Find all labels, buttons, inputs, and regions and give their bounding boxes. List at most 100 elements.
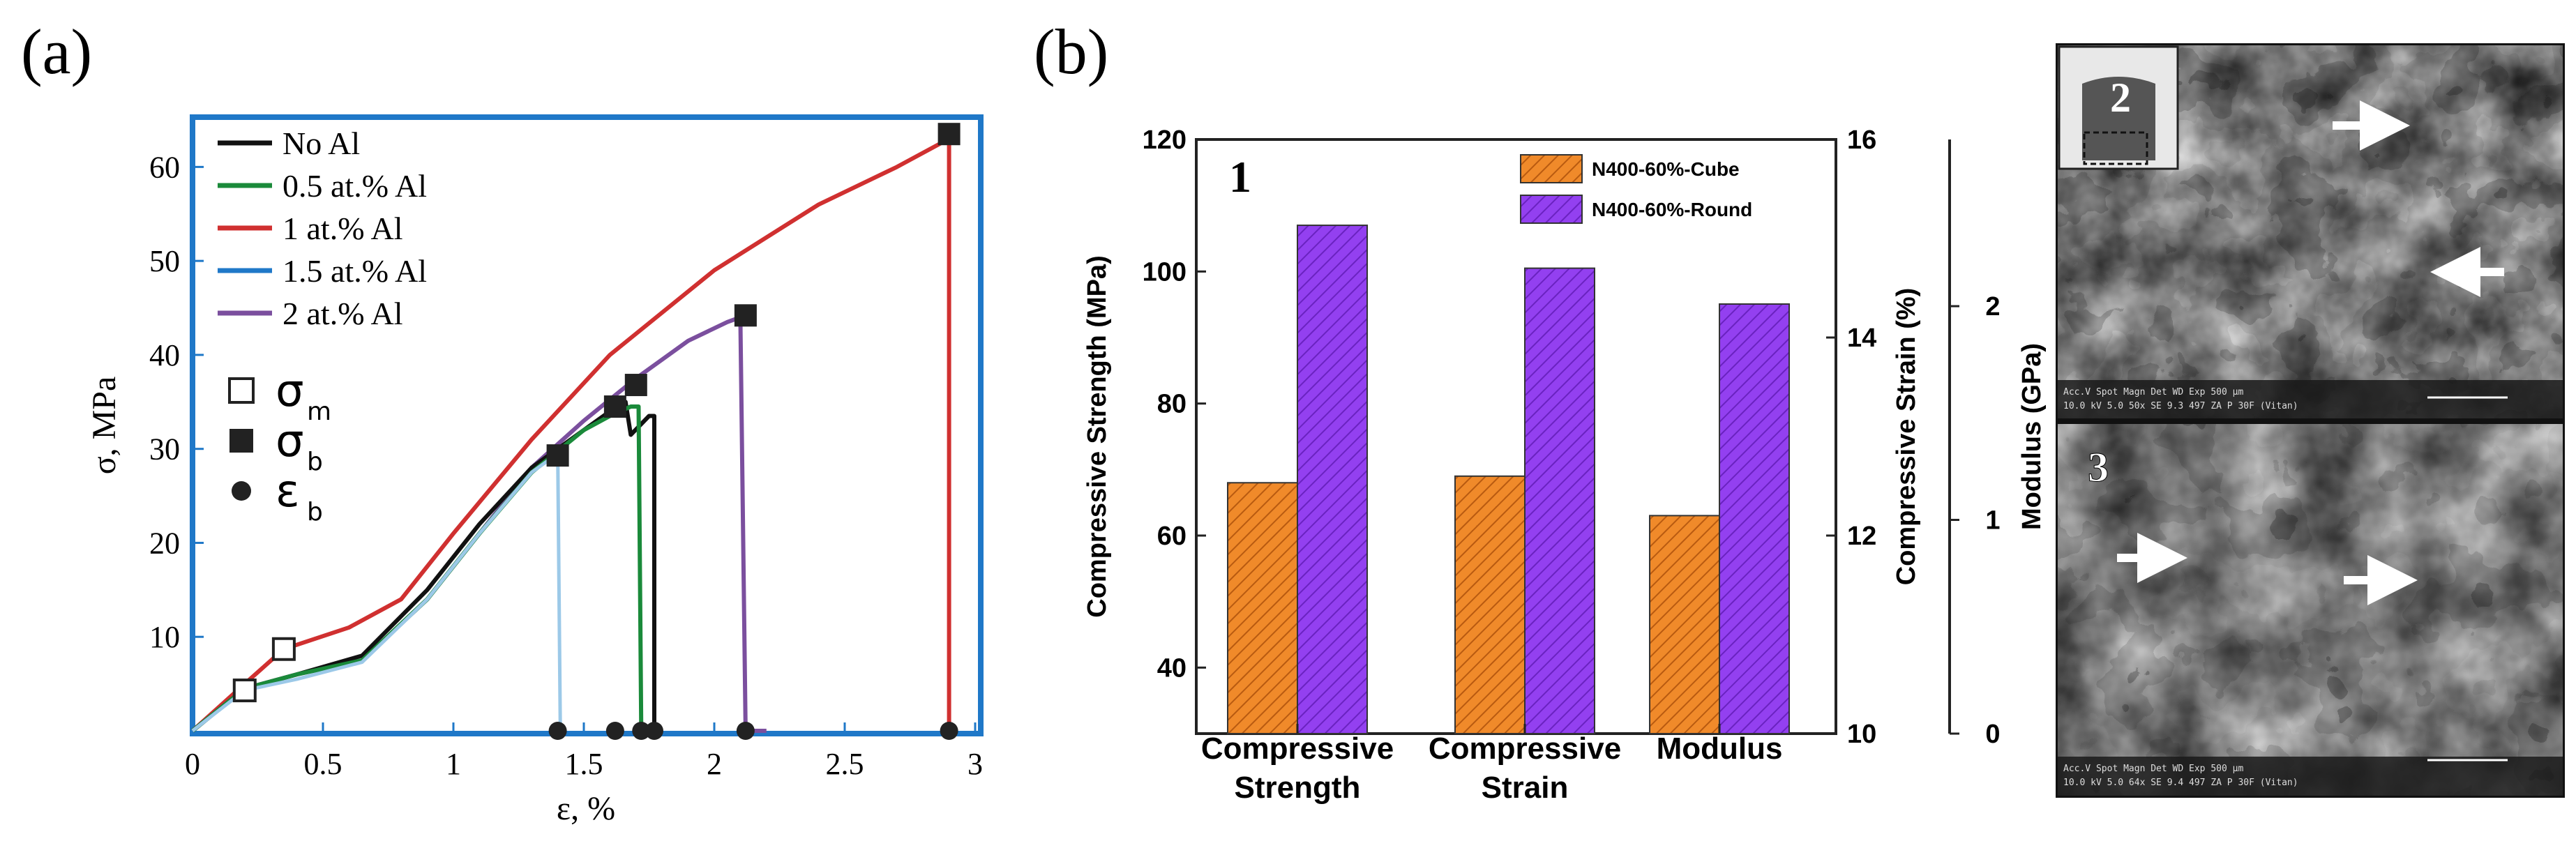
marker-sigma-m [232, 679, 257, 703]
x-tick-label: 0 [185, 747, 200, 781]
x-tick-label: 1 [446, 747, 461, 781]
inset-region-box [2083, 131, 2148, 165]
marker-epsilon-b [605, 722, 624, 740]
x-axis-label: ε, % [557, 790, 615, 827]
bar-cube-compressive-strength [1227, 482, 1298, 734]
legend-swatch [1520, 195, 1583, 224]
bar-round-compressive-strain [1524, 267, 1595, 735]
legend-marker-symbol: σ [276, 416, 304, 467]
y-tick-label: 50 [149, 244, 180, 278]
category-label: Compressive [1429, 732, 1621, 766]
legend-label: 1 at.% Al [283, 211, 402, 246]
mid-y-axis-label: Compressive Strain (%) [1892, 288, 1921, 586]
left-y-tick-label: 120 [1143, 126, 1187, 155]
micrograph-3-info2: 10.0 kV 5.0 64x SE 9.4 497 ZA P 30F (Vit… [2063, 778, 2298, 788]
right-y-axis-label: Modulus (GPa) [2017, 343, 2047, 530]
category-label: Modulus [1657, 732, 1783, 766]
category-label: Compressive [1201, 732, 1394, 766]
x-tick-label: 0.5 [304, 747, 342, 781]
legend-marker-subscript: b [307, 498, 323, 526]
category-labels: Compressive Strength Compressive Strain Modu… [1201, 732, 1783, 805]
micrograph-2-label: 2 [2110, 75, 2131, 121]
data-markers [232, 123, 961, 740]
legend-marker-subscript: m [307, 397, 331, 426]
mid-y-tick-label: 10 [1847, 720, 1876, 749]
marker-sigma-b [937, 123, 961, 146]
legend-marker-open-square [228, 377, 255, 404]
series-line-no-al [191, 400, 656, 733]
x-axis-ticks: 0 0.5 1 1.5 2 2.5 3 [185, 722, 983, 781]
marker-epsilon-b [940, 722, 958, 740]
legend-marker-symbol: σ [276, 365, 304, 417]
x-tick-label: 1.5 [565, 747, 603, 781]
category-label: Strain [1482, 771, 1569, 805]
plot-frame [190, 114, 984, 736]
marker-sigma-b [734, 304, 757, 327]
bar-legend: N400-60%-Cube N400-60%-Round [1520, 154, 1752, 224]
right-y-tick-label: 0 [1985, 720, 2000, 749]
micrograph-3-image [2058, 424, 2563, 796]
micrograph-3-infobar [2058, 757, 2563, 796]
legend-label: N400-60%-Round [1592, 199, 1752, 220]
marker-legend: σ mσ bε b [228, 365, 331, 526]
mid-y-tick-label: 12 [1847, 522, 1876, 551]
legend: No Al 0.5 at.% Al 1 at.% Al 1.5 at.% Al 2 at… [218, 126, 427, 331]
left-y-tick-label: 40 [1157, 653, 1187, 683]
bar-round-compressive-strength [1297, 225, 1368, 735]
legend-label: 0.5 at.% Al [283, 168, 427, 204]
inset-sample [2082, 77, 2155, 160]
marker-sigma-b [603, 395, 626, 418]
panel-label-a: (a) [21, 16, 92, 87]
left-y-tick-label: 60 [1157, 522, 1187, 551]
legend-label: No Al [283, 126, 360, 161]
y-tick-label: 30 [149, 432, 180, 467]
panel-label-b: (b) [1034, 16, 1108, 87]
marker-epsilon-b [548, 722, 567, 740]
mid-y-tick-label: 14 [1847, 324, 1876, 353]
mid-y-tick-label: 16 [1847, 126, 1876, 155]
y-tick-label: 20 [149, 526, 180, 560]
legend-label: 2 at.% Al [283, 296, 402, 331]
micrograph-2-info2: 10.0 kV 5.0 50x SE 9.3 497 ZA P 30F (Vit… [2063, 401, 2298, 411]
marker-sigma-b [546, 444, 569, 467]
left-y-tick-label: 80 [1157, 390, 1187, 419]
legend-marker-filled-square [229, 429, 253, 453]
bars [1227, 225, 1790, 735]
left-y-axis-label: Compressive Strength (MPa) [1083, 255, 1112, 617]
bar-cube-modulus [1649, 515, 1720, 734]
marker-sigma-m [271, 637, 296, 661]
x-tick-label: 3 [967, 747, 983, 781]
y-tick-label: 40 [149, 338, 180, 372]
y-axis-ticks: 10 20 30 40 50 60 [149, 150, 204, 654]
micrograph-3-info: Acc.V Spot Magn Det WD Exp 500 μm [2063, 764, 2243, 774]
micrograph-2-info: Acc.V Spot Magn Det WD Exp 500 μm [2063, 387, 2243, 397]
micrograph-divider [2058, 418, 2563, 424]
y-axis-label: σ, MPa [86, 377, 123, 475]
series-line-0-5-at-al [191, 404, 644, 733]
legend-marker-subscript: b [307, 448, 323, 476]
legend-label: 1.5 at.% Al [283, 253, 427, 289]
marker-epsilon-b [632, 722, 651, 740]
micrograph-3-label: 3 [2088, 444, 2109, 490]
x-tick-label: 2.5 [826, 747, 864, 781]
marker-epsilon-b [736, 722, 755, 740]
y-tick-label: 10 [149, 620, 180, 654]
sem-micrographs: Acc.V Spot Magn Det WD Exp 500 μm 10.0 k… [2056, 43, 2565, 798]
right-y-tick-label: 2 [1985, 292, 2000, 321]
x-tick-label: 2 [707, 747, 722, 781]
micrograph-2-infobar [2058, 380, 2563, 418]
y-tick-label: 60 [149, 150, 180, 184]
marker-sigma-b [624, 374, 647, 397]
legend-marker-symbol: ε [276, 466, 300, 517]
stress-strain-chart: 0 0.5 1 1.5 2 2.5 3 10 20 30 40 50 60 No Al 0.5 at.%… [86, 114, 984, 827]
legend-swatch [1520, 154, 1583, 183]
bar-cube-compressive-strain [1454, 475, 1526, 734]
legend-label: N400-60%-Cube [1592, 158, 1740, 180]
left-y-tick-label: 100 [1143, 257, 1187, 287]
chart-inner-label: 1 [1229, 152, 1251, 202]
legend-marker-circle [232, 481, 251, 501]
marker-epsilon-b [645, 722, 663, 740]
